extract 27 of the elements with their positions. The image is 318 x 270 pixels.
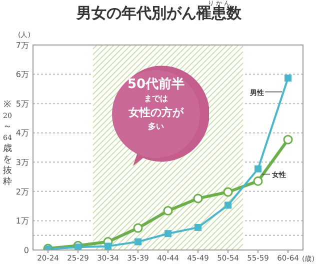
y-tick-label: 2万 — [16, 187, 29, 196]
y-tick-label: 0 — [24, 246, 29, 255]
point — [74, 244, 82, 250]
point — [164, 230, 172, 238]
y-tick-label: 7万 — [16, 40, 29, 50]
point — [194, 224, 202, 231]
point — [283, 134, 293, 144]
point — [254, 165, 262, 172]
y-tick-label: 1万 — [16, 216, 29, 226]
y-tick-label: 3万 — [16, 158, 29, 167]
point — [224, 202, 232, 209]
point — [134, 238, 142, 246]
y-tick-label: 6万 — [16, 70, 29, 80]
point — [193, 194, 203, 204]
chart-title: 男女の年代別がん罹患数 — [75, 4, 242, 23]
point — [163, 206, 173, 216]
annotation: 50代前半 — [126, 76, 186, 93]
point — [133, 223, 143, 233]
annotation: 女性の方が — [128, 105, 185, 121]
y-tick-label: 5万 — [16, 99, 29, 108]
point — [104, 242, 112, 250]
point — [284, 74, 292, 82]
annotation: 多い — [147, 121, 165, 133]
y-tick-label: 4万 — [16, 128, 29, 138]
point — [223, 187, 233, 197]
annotation: までは — [143, 93, 169, 105]
point — [253, 176, 263, 186]
